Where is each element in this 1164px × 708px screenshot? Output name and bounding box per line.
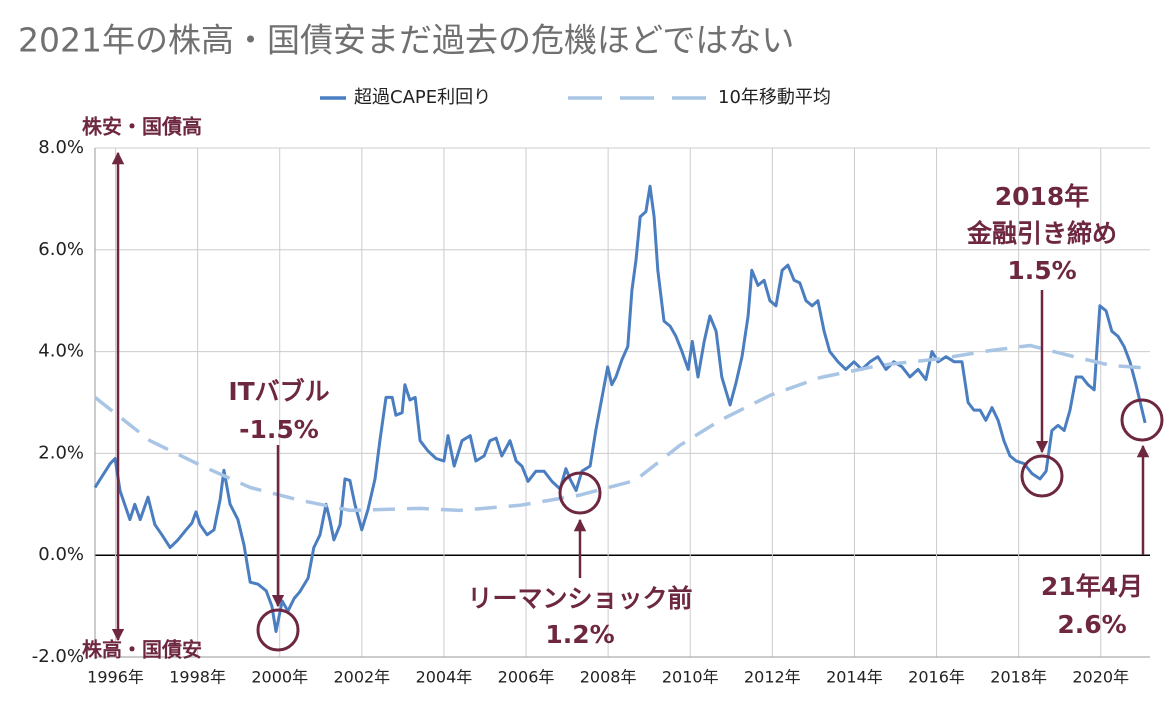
- y-tick-label: 0.0%: [38, 544, 84, 565]
- x-tick-label: 2014年: [826, 668, 883, 687]
- series-line: [93, 184, 1147, 633]
- highlight-circle: [558, 471, 602, 515]
- y-tick-label: 6.0%: [38, 239, 84, 260]
- x-tick-label: 1998年: [169, 668, 226, 687]
- x-tick-label: 2004年: [416, 668, 473, 687]
- annotation: 株高・国債安: [82, 638, 202, 662]
- annotation: 2.6%: [1057, 610, 1126, 639]
- y-tick-label: 2.0%: [38, 442, 84, 463]
- x-tick-label: 2018年: [990, 668, 1047, 687]
- x-tick-label: 2010年: [662, 668, 719, 687]
- x-tick-label: 2002年: [333, 668, 390, 687]
- y-tick-label: 8.0%: [38, 137, 84, 158]
- annotation: -1.5%: [239, 415, 319, 444]
- annotation: リーマンショック前: [467, 584, 692, 613]
- annotation: 1.2%: [545, 620, 614, 649]
- legend-label: 10年移動平均: [718, 87, 831, 108]
- series-line: [93, 343, 1151, 513]
- annotation: ITバブル: [228, 377, 329, 406]
- annotation: 金融引き締め: [966, 219, 1117, 248]
- highlight-circle: [256, 608, 300, 652]
- x-tick-label: 2000年: [251, 668, 308, 687]
- x-tick-label: 2020年: [1072, 668, 1129, 687]
- y-tick-label: 4.0%: [38, 341, 84, 362]
- x-tick-label: 2016年: [908, 668, 965, 687]
- chart-title: 2021年の株高・国債安まだ過去の危機ほどではない: [18, 21, 794, 60]
- lines: [93, 184, 1151, 633]
- annotation: 株安・国債高: [82, 115, 202, 139]
- x-tick-label: 2012年: [744, 668, 801, 687]
- annotation: 2018年: [995, 182, 1090, 211]
- x-tick-label: 1996年: [87, 668, 144, 687]
- y-tick-label: -2.0%: [32, 646, 84, 667]
- annotation: 1.5%: [1007, 256, 1076, 285]
- x-tick-label: 2006年: [498, 668, 555, 687]
- x-tick-label: 2008年: [580, 668, 637, 687]
- grid: -2.0% 0.0% 2.0% 4.0% 6.0% 8.0% 1996年 1998年 2000年…: [32, 137, 1150, 687]
- legend-label: 超過CAPE利回り: [354, 87, 491, 108]
- highlight-circle: [1120, 398, 1164, 442]
- annotation: 21年4月: [1041, 572, 1143, 601]
- highlight-circle: [1020, 454, 1064, 498]
